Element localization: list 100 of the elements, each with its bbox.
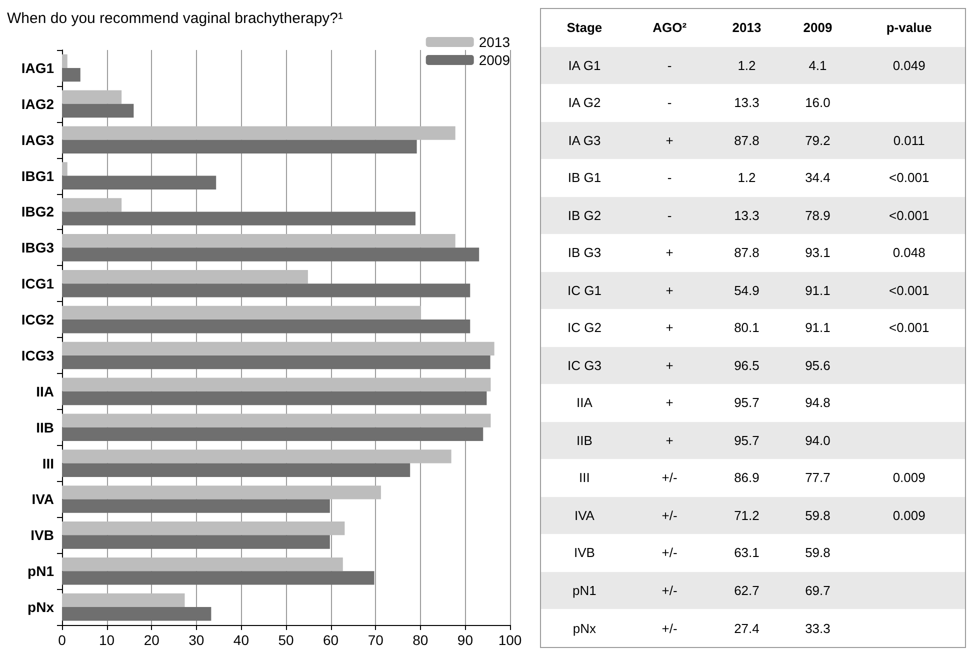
text: <0.001 <box>888 319 930 338</box>
bar <box>62 414 491 428</box>
text: 4.1 <box>782 46 854 84</box>
text: <0.001 <box>888 169 930 188</box>
bar <box>62 126 456 140</box>
bar <box>62 90 122 104</box>
text: 78.9 <box>782 196 854 234</box>
bar <box>62 270 308 284</box>
category-label: p-value <box>885 19 933 38</box>
bar <box>62 391 487 406</box>
text: IB G2 <box>541 196 628 234</box>
legend-label: 2013 <box>478 34 510 50</box>
bar <box>62 234 456 248</box>
text: 95.7 <box>711 422 782 460</box>
text: 1.2 <box>711 46 782 84</box>
x-tick-label: 0 <box>58 632 66 648</box>
bar <box>62 176 216 190</box>
x-tick-label: 30 <box>188 632 204 648</box>
x-tick-label: 60 <box>323 632 339 648</box>
text: <0.001 <box>853 272 965 310</box>
bar <box>62 162 68 176</box>
text: 27.4 <box>733 620 760 638</box>
text: IC G3 <box>541 346 628 384</box>
bar <box>62 535 330 549</box>
text: 33.3 <box>804 620 832 638</box>
text: 13.3 <box>711 196 782 234</box>
text: 54.9 <box>711 272 782 310</box>
text: IB G1 <box>566 169 602 188</box>
text: +/- <box>660 469 678 488</box>
bar <box>62 486 381 500</box>
text: +/- <box>660 544 678 562</box>
y-tick-label: IVB <box>30 527 54 544</box>
text: +/- <box>628 572 712 610</box>
x-tick-label: 40 <box>233 632 250 648</box>
text: 34.4 <box>804 169 832 188</box>
text: 0.048 <box>892 244 926 262</box>
y-tick-label: IIB <box>36 419 54 436</box>
bar <box>62 571 374 585</box>
text: 0.009 <box>853 496 965 534</box>
bar <box>62 68 80 82</box>
text: - <box>628 46 712 84</box>
text: 59.8 <box>782 496 854 534</box>
text: - <box>666 94 673 112</box>
x-tick-label: 90 <box>457 632 474 648</box>
text: 80.1 <box>733 319 760 338</box>
text: + <box>628 272 712 310</box>
y-tick-label: ICG2 <box>21 312 54 328</box>
bar <box>62 593 185 608</box>
text: IC G1 <box>541 272 628 310</box>
text: +/- <box>660 620 678 638</box>
text: 91.1 <box>804 319 832 338</box>
y-tick-label: IAG2 <box>21 96 54 112</box>
bar <box>62 355 490 370</box>
y-tick-label: IVA <box>32 491 54 508</box>
text: IA G1 <box>541 46 628 84</box>
y-tick-label: IBG1 <box>21 168 54 184</box>
y-tick-label: IAG1 <box>21 60 54 76</box>
category-label: 2009 <box>802 19 834 38</box>
text: 16.0 <box>804 94 832 112</box>
category-label: Stage <box>566 19 604 38</box>
text: 77.7 <box>804 469 832 488</box>
text: IVB <box>572 544 596 562</box>
x-tick-label: 20 <box>144 632 160 648</box>
text: 59.8 <box>804 544 832 562</box>
x-tick-label: 70 <box>368 632 384 648</box>
bar <box>62 284 470 298</box>
text: + <box>664 394 674 412</box>
text: 0.049 <box>853 46 965 84</box>
text: 13.3 <box>733 94 760 112</box>
bar <box>62 342 494 356</box>
y-tick-label: III <box>42 455 54 472</box>
category-label: AGO² <box>652 19 688 38</box>
x-tick-label: 100 <box>498 632 522 648</box>
y-tick-label: ICG3 <box>21 347 54 364</box>
text: 1.2 <box>736 169 757 188</box>
text: 96.5 <box>711 346 782 384</box>
y-tick-label: IIA <box>36 383 54 400</box>
text: + <box>628 422 712 460</box>
text: 87.8 <box>711 122 782 160</box>
x-tick-label: 10 <box>99 632 115 648</box>
text: + <box>628 122 712 160</box>
x-tick-label: 80 <box>412 632 428 648</box>
bar <box>62 306 421 320</box>
bar <box>62 212 416 226</box>
bar <box>62 198 122 212</box>
text: 94.0 <box>782 422 854 460</box>
text: + <box>628 346 712 384</box>
text: 91.1 <box>782 272 854 310</box>
text: IIB <box>541 422 628 460</box>
text: 95.6 <box>782 346 854 384</box>
y-tick-label: ICG1 <box>21 276 54 292</box>
y-tick-label: pNx <box>28 599 54 616</box>
bar <box>62 248 480 262</box>
bar <box>62 450 452 464</box>
bar <box>62 522 345 536</box>
text: + <box>664 319 674 338</box>
bar <box>62 104 134 118</box>
text: IC G2 <box>566 319 602 338</box>
x-tick-label: 50 <box>278 632 294 648</box>
y-tick-label: IBG3 <box>21 240 54 256</box>
